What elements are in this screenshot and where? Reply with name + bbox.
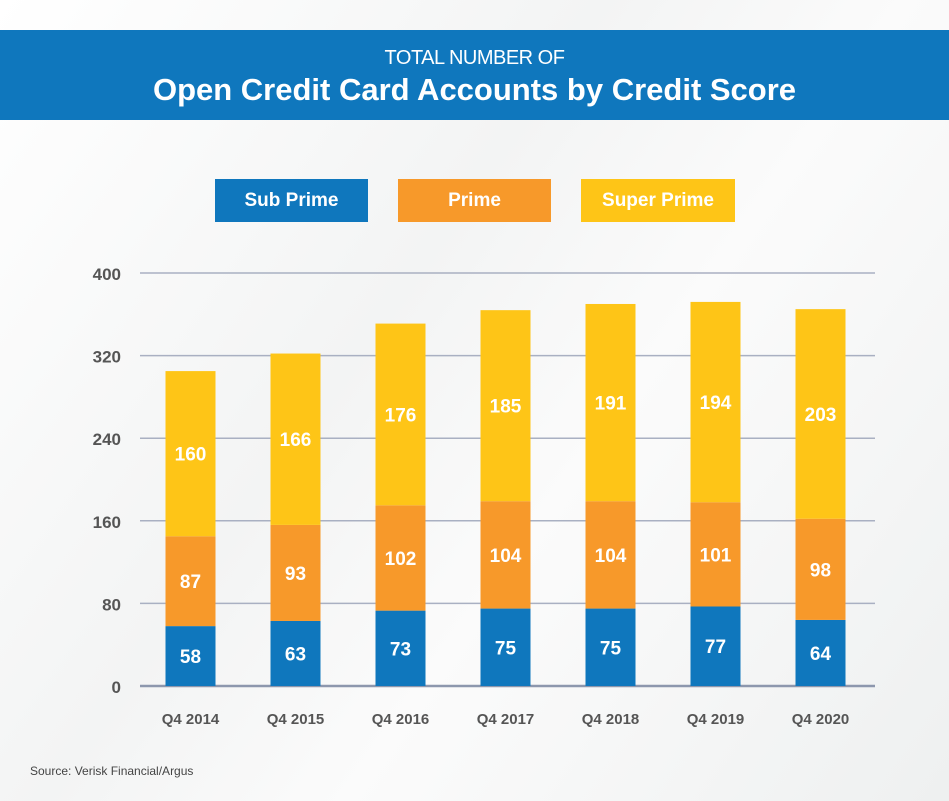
data-label: 73: [390, 639, 411, 660]
data-label: 77: [705, 637, 726, 658]
legend-item-prime: Prime: [398, 179, 551, 222]
y-tick-label: 0: [112, 678, 121, 697]
data-label: 98: [810, 560, 831, 581]
y-tick-label: 320: [93, 348, 121, 367]
bar-segment-super-prime: [795, 309, 846, 519]
y-tick-label: 80: [102, 595, 121, 614]
bar-segment-sub-prime: [270, 620, 321, 686]
legend-item-super-prime: Super Prime: [581, 179, 735, 222]
data-label: 101: [700, 545, 732, 566]
data-label: 75: [600, 638, 622, 659]
y-tick-label: 400: [93, 265, 121, 284]
data-label: 102: [385, 549, 417, 570]
bar-segment-prime: [270, 524, 321, 621]
bar-segment-sub-prime: [480, 608, 531, 686]
x-tick-label: Q4 2015: [267, 711, 325, 728]
data-label: 166: [280, 430, 312, 451]
x-tick-label: Q4 2014: [162, 711, 220, 728]
x-tick-label: Q4 2017: [477, 711, 535, 728]
bar-segment-prime: [480, 501, 531, 609]
data-label: 87: [180, 572, 201, 593]
bar-segment-prime: [165, 536, 216, 627]
data-label: 104: [595, 546, 627, 567]
x-tick-label: Q4 2016: [372, 711, 430, 728]
data-label: 104: [490, 546, 522, 567]
data-label: 58: [180, 647, 201, 668]
bar-segment-super-prime: [270, 353, 321, 525]
data-label: 160: [175, 445, 207, 466]
y-tick-label: 160: [93, 513, 121, 532]
x-tick-label: Q4 2018: [582, 711, 640, 728]
bar-segment-sub-prime: [165, 626, 216, 686]
legend-label: Prime: [448, 189, 501, 211]
chart-subtitle: TOTAL NUMBER OF: [384, 47, 565, 69]
bar-segment-prime: [585, 501, 636, 609]
legend-label: Sub Prime: [244, 189, 339, 211]
x-tick-label: Q4 2020: [792, 711, 850, 728]
bar-segment-prime: [795, 518, 846, 620]
bar-segment-sub-prime: [690, 606, 741, 686]
bar-segment-prime: [690, 502, 741, 607]
bar-segment-super-prime: [375, 323, 426, 506]
data-label: 176: [385, 405, 417, 426]
bar-segment-sub-prime: [585, 608, 636, 686]
bar-segment-prime: [375, 505, 426, 611]
data-label: 185: [490, 397, 522, 418]
bar-segment-sub-prime: [375, 610, 426, 686]
source-note: Source: Verisk Financial/Argus: [30, 764, 194, 778]
bar-segment-sub-prime: [795, 619, 846, 686]
data-label: 203: [805, 405, 837, 426]
bar-segment-super-prime: [585, 303, 636, 502]
data-label: 93: [285, 564, 306, 585]
data-label: 75: [495, 638, 517, 659]
data-label: 64: [810, 644, 832, 665]
chart-title: Open Credit Card Accounts by Credit Scor…: [152, 72, 797, 107]
y-tick-label: 240: [93, 430, 121, 449]
data-label: 194: [700, 393, 732, 414]
data-label: 63: [285, 644, 306, 665]
bar-segment-super-prime: [690, 301, 741, 503]
header-banner: TOTAL NUMBER OF Open Credit Card Account…: [0, 30, 949, 120]
bar-segment-super-prime: [165, 371, 216, 537]
bar-segment-super-prime: [480, 310, 531, 502]
data-label: 191: [595, 394, 627, 415]
legend-item-sub-prime: Sub Prime: [215, 179, 368, 222]
legend-label: Super Prime: [602, 189, 714, 211]
x-tick-label: Q4 2019: [687, 711, 745, 728]
